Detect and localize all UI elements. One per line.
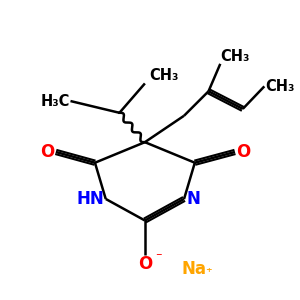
Text: ⁺: ⁺ <box>206 266 212 278</box>
Text: Na: Na <box>181 260 206 278</box>
Text: CH₃: CH₃ <box>149 68 178 83</box>
Text: H₃C: H₃C <box>40 94 70 109</box>
Text: O: O <box>40 143 55 161</box>
Text: N: N <box>186 190 200 208</box>
Text: ⁻: ⁻ <box>155 251 161 264</box>
Text: CH₃: CH₃ <box>265 79 295 94</box>
Text: O: O <box>236 143 250 161</box>
Text: CH₃: CH₃ <box>220 49 250 64</box>
Text: O: O <box>138 255 152 273</box>
Text: HN: HN <box>76 190 104 208</box>
